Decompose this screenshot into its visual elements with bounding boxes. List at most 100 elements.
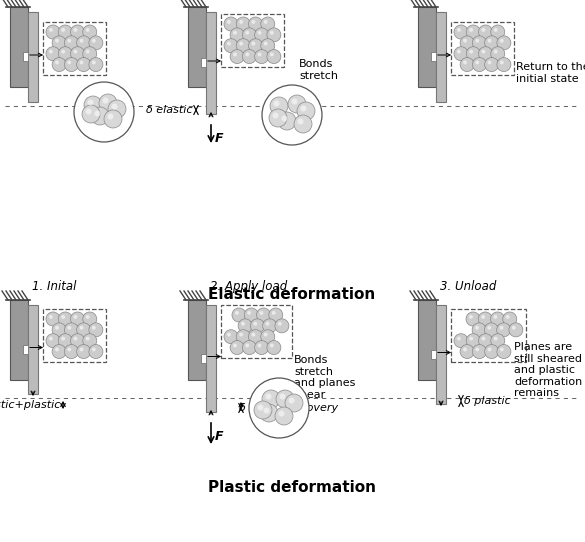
Circle shape	[52, 57, 66, 72]
Text: Bonds
stretch
and planes
shear: Bonds stretch and planes shear	[294, 355, 355, 400]
Circle shape	[224, 330, 238, 344]
Circle shape	[245, 31, 249, 35]
Circle shape	[487, 61, 491, 64]
Circle shape	[254, 401, 272, 419]
Circle shape	[457, 50, 461, 54]
Circle shape	[67, 347, 71, 351]
Bar	[188, 300, 206, 380]
Bar	[201, 58, 206, 67]
Bar	[206, 305, 216, 412]
Circle shape	[58, 312, 73, 326]
Circle shape	[454, 47, 468, 61]
Circle shape	[454, 334, 468, 348]
Circle shape	[233, 31, 237, 35]
Circle shape	[85, 108, 91, 114]
Circle shape	[493, 315, 497, 319]
Circle shape	[472, 57, 486, 72]
Circle shape	[267, 49, 281, 63]
Circle shape	[71, 25, 84, 39]
FancyBboxPatch shape	[43, 309, 106, 362]
Circle shape	[80, 61, 84, 64]
Circle shape	[74, 28, 77, 32]
Text: Return to the
initial state: Return to the initial state	[516, 62, 585, 83]
Text: Planes are
still sheared
and plastic
deformation
remains: Planes are still sheared and plastic def…	[514, 342, 582, 398]
Circle shape	[463, 61, 467, 64]
Circle shape	[263, 408, 270, 414]
Circle shape	[92, 347, 96, 351]
FancyBboxPatch shape	[221, 305, 292, 358]
Text: 3. Unload: 3. Unload	[440, 280, 497, 293]
Circle shape	[88, 100, 94, 106]
Circle shape	[494, 50, 498, 54]
Circle shape	[270, 97, 288, 115]
Circle shape	[46, 47, 60, 61]
Text: 1. Inital: 1. Inital	[32, 280, 77, 293]
Circle shape	[95, 111, 101, 117]
Circle shape	[249, 17, 263, 31]
Circle shape	[85, 28, 90, 32]
Circle shape	[475, 326, 479, 330]
Text: Elastic deformation: Elastic deformation	[208, 287, 376, 302]
Circle shape	[55, 347, 59, 351]
Circle shape	[487, 347, 491, 351]
FancyBboxPatch shape	[451, 309, 526, 362]
Circle shape	[232, 308, 246, 322]
Circle shape	[112, 104, 118, 109]
Circle shape	[270, 31, 274, 35]
Circle shape	[497, 57, 511, 72]
Circle shape	[472, 323, 486, 337]
Circle shape	[80, 39, 84, 43]
Circle shape	[249, 330, 263, 344]
Circle shape	[469, 337, 473, 340]
Circle shape	[294, 115, 312, 133]
Circle shape	[252, 20, 256, 24]
Circle shape	[91, 107, 109, 125]
Circle shape	[457, 28, 461, 32]
Circle shape	[512, 326, 516, 330]
Circle shape	[460, 345, 474, 359]
Bar	[23, 345, 28, 353]
Circle shape	[230, 49, 244, 63]
Circle shape	[89, 345, 103, 359]
Circle shape	[472, 345, 486, 359]
Circle shape	[108, 100, 126, 118]
Circle shape	[245, 53, 249, 56]
Circle shape	[503, 312, 517, 326]
Bar	[188, 7, 206, 87]
Circle shape	[84, 96, 102, 114]
Circle shape	[64, 36, 78, 50]
Circle shape	[102, 98, 108, 104]
Circle shape	[263, 319, 277, 333]
Circle shape	[500, 61, 504, 64]
Circle shape	[82, 47, 97, 61]
Bar	[206, 12, 216, 114]
Circle shape	[484, 345, 498, 359]
Circle shape	[463, 39, 467, 43]
Circle shape	[82, 334, 97, 348]
Circle shape	[481, 28, 486, 32]
Circle shape	[460, 57, 474, 72]
Circle shape	[99, 94, 117, 112]
Circle shape	[52, 345, 66, 359]
Circle shape	[479, 312, 492, 326]
Circle shape	[256, 308, 270, 322]
Circle shape	[476, 61, 479, 64]
Circle shape	[278, 322, 282, 326]
Circle shape	[497, 345, 511, 359]
Circle shape	[235, 311, 239, 315]
Text: δ elastic: δ elastic	[146, 105, 193, 115]
Circle shape	[479, 334, 493, 348]
Text: Bonds
stretch: Bonds stretch	[299, 59, 338, 81]
Circle shape	[469, 315, 473, 319]
FancyBboxPatch shape	[43, 22, 106, 75]
Circle shape	[466, 47, 480, 61]
Circle shape	[80, 347, 84, 351]
Circle shape	[230, 28, 244, 42]
Circle shape	[77, 36, 91, 50]
Circle shape	[242, 49, 256, 63]
Text: δ elastic recovery: δ elastic recovery	[239, 403, 338, 413]
Circle shape	[250, 319, 264, 333]
Circle shape	[261, 38, 275, 53]
Bar	[436, 305, 446, 404]
Circle shape	[262, 390, 280, 408]
